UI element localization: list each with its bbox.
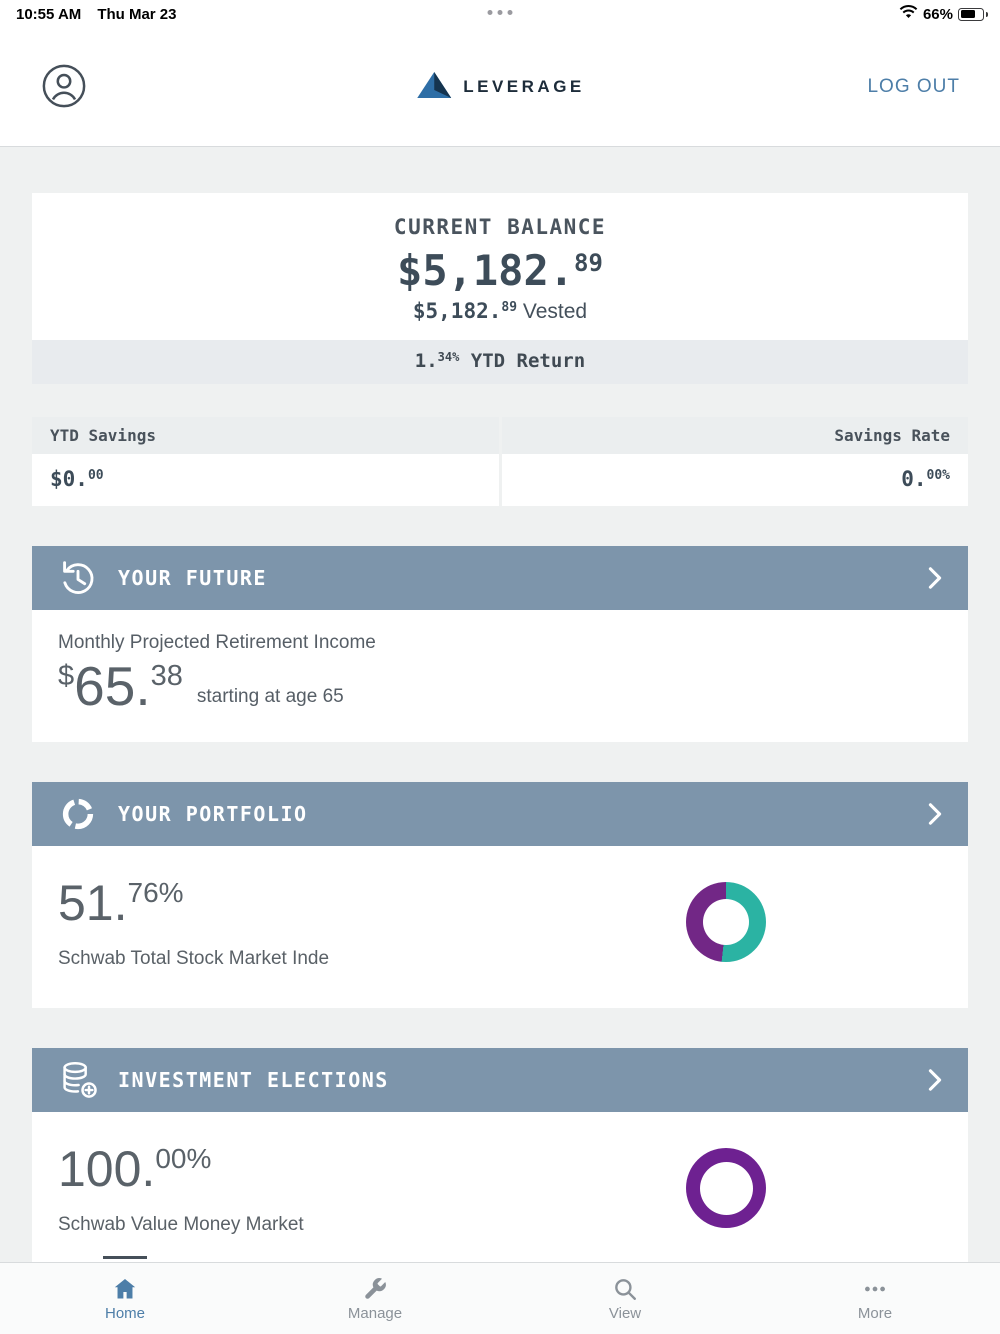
savings-rate-header: Savings Rate bbox=[501, 417, 968, 455]
election-percent: 100.00% bbox=[58, 1141, 212, 1198]
multitask-dots-icon bbox=[487, 10, 513, 15]
current-balance-card: CURRENT BALANCE $5,182.89 $5,182.89 Vest… bbox=[32, 193, 968, 385]
investment-elections-card: INVESTMENT ELECTIONS 100.00% Schwab Valu… bbox=[32, 1048, 968, 1262]
balance-amount: $5,182.89 bbox=[397, 246, 603, 295]
clock-history-icon bbox=[54, 554, 102, 602]
tab-view[interactable]: View bbox=[500, 1263, 750, 1334]
wifi-icon bbox=[899, 5, 918, 23]
savings-rate-cell: Savings Rate 0.00% bbox=[501, 417, 968, 507]
home-icon bbox=[112, 1276, 138, 1302]
tab-manage[interactable]: Manage bbox=[250, 1263, 500, 1334]
app-header: LEVERAGE LOG OUT bbox=[0, 28, 1000, 147]
battery-percent: 66% bbox=[922, 5, 953, 23]
your-portfolio-title: YOUR PORTFOLIO bbox=[118, 802, 308, 827]
portfolio-body: 51.76% Schwab Total Stock Market Inde bbox=[32, 846, 968, 1008]
elections-donut-chart bbox=[686, 1148, 766, 1229]
your-future-title: YOUR FUTURE bbox=[118, 566, 267, 591]
ytd-savings-header: YTD Savings bbox=[32, 417, 499, 455]
vested-amount: $5,182.89 Vested bbox=[412, 299, 588, 324]
chevron-right-icon bbox=[924, 800, 946, 828]
wrench-icon bbox=[362, 1276, 388, 1302]
status-date: Thu Mar 23 bbox=[97, 5, 177, 23]
pie-chart-icon bbox=[54, 790, 102, 838]
portfolio-top-holding-percent: 51.76% bbox=[58, 875, 184, 932]
savings-summary-row: YTD Savings $0.00 Savings Rate 0.00% bbox=[32, 417, 968, 507]
portfolio-top-holding-name: Schwab Total Stock Market Inde bbox=[58, 948, 330, 970]
person-avatar-icon bbox=[41, 64, 87, 112]
balance-title: CURRENT BALANCE bbox=[393, 215, 607, 239]
brand-logo: LEVERAGE bbox=[415, 71, 585, 104]
leverage-triangle-icon bbox=[415, 71, 453, 104]
status-time: 10:55 AM bbox=[16, 5, 82, 23]
your-portfolio-header[interactable]: YOUR PORTFOLIO bbox=[32, 782, 968, 847]
profile-button[interactable] bbox=[40, 63, 88, 111]
main-content: CURRENT BALANCE $5,182.89 $5,182.89 Vest… bbox=[0, 148, 1000, 1262]
battery-icon bbox=[958, 7, 988, 21]
chevron-right-icon bbox=[924, 564, 946, 592]
logout-button[interactable]: LOG OUT bbox=[867, 76, 960, 97]
ytd-savings-value: $0.00 bbox=[32, 454, 499, 507]
your-future-body: Monthly Projected Retirement Income $65.… bbox=[32, 610, 968, 742]
starting-age-note: starting at age 65 bbox=[196, 686, 344, 708]
ytd-return-bar: 1.34% YTD Return bbox=[32, 340, 968, 385]
chevron-right-icon bbox=[924, 1066, 946, 1094]
investment-elections-header[interactable]: INVESTMENT ELECTIONS bbox=[32, 1048, 968, 1113]
search-icon bbox=[612, 1276, 638, 1302]
elections-body: 100.00% Schwab Value Money Market bbox=[32, 1112, 968, 1262]
your-portfolio-card: YOUR PORTFOLIO 51.76% Schwab Total Stock… bbox=[32, 782, 968, 1009]
investment-elections-title: INVESTMENT ELECTIONS bbox=[118, 1068, 389, 1093]
status-bar: 10:55 AM Thu Mar 23 66% bbox=[0, 0, 1000, 28]
savings-rate-value: 0.00% bbox=[501, 454, 968, 507]
retirement-income-amount: $65. 38 starting at age 65 bbox=[58, 655, 344, 718]
tab-more[interactable]: More bbox=[750, 1263, 1000, 1334]
ellipsis-icon bbox=[862, 1276, 888, 1302]
your-future-card: YOUR FUTURE Monthly Projected Retirement… bbox=[32, 546, 968, 743]
tab-home[interactable]: Home bbox=[0, 1263, 250, 1334]
election-fund-name: Schwab Value Money Market bbox=[58, 1214, 304, 1236]
your-future-header[interactable]: YOUR FUTURE bbox=[32, 546, 968, 611]
retirement-income-label: Monthly Projected Retirement Income bbox=[58, 632, 376, 654]
active-tab-indicator bbox=[103, 1256, 147, 1259]
tab-bar: Home Manage View More bbox=[0, 1262, 1000, 1334]
portfolio-donut-chart bbox=[686, 882, 766, 963]
coins-add-icon bbox=[54, 1056, 102, 1104]
brand-name: LEVERAGE bbox=[463, 77, 585, 96]
ytd-savings-cell: YTD Savings $0.00 bbox=[32, 417, 499, 507]
